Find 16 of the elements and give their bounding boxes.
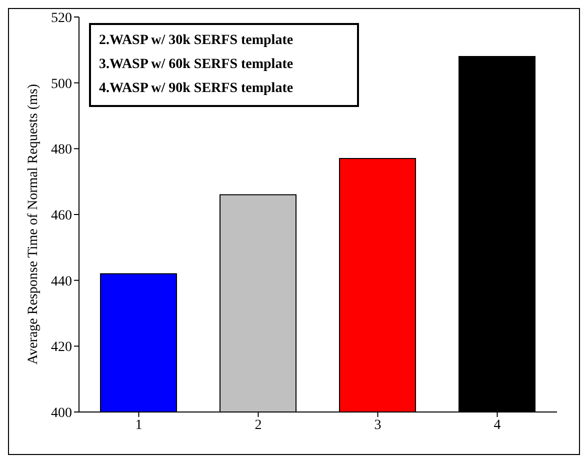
y-tick-label: 500 [51, 76, 72, 92]
y-tick-label: 480 [51, 142, 72, 158]
annotation: 3.WASP w/ 60k SERFS template [99, 56, 294, 74]
annotation: 4.WASP w/ 90k SERFS template [99, 80, 294, 98]
y-tick-label: 420 [51, 340, 72, 356]
y-axis-title: Average Response Time of Normal Requests (ms) [26, 84, 41, 364]
x-tick-label: 1 [135, 418, 142, 433]
y-tick-label: 460 [51, 208, 72, 224]
y-tick-label: 400 [51, 406, 72, 421]
annotation: 2.WASP w/ 30k SERFS template [99, 32, 294, 50]
y-tick-label: 440 [51, 274, 72, 290]
x-tick-label: 2 [254, 418, 262, 433]
text-box: 2.WASP w/ 30k SERFS template 3.WASP w/ 60k SERFS template 4.WASP w/ 90k SERFS template [89, 23, 359, 107]
y-tick-label: 520 [51, 10, 72, 26]
x-tick-label: 4 [494, 418, 501, 433]
x-tick-label: 3 [374, 418, 382, 433]
